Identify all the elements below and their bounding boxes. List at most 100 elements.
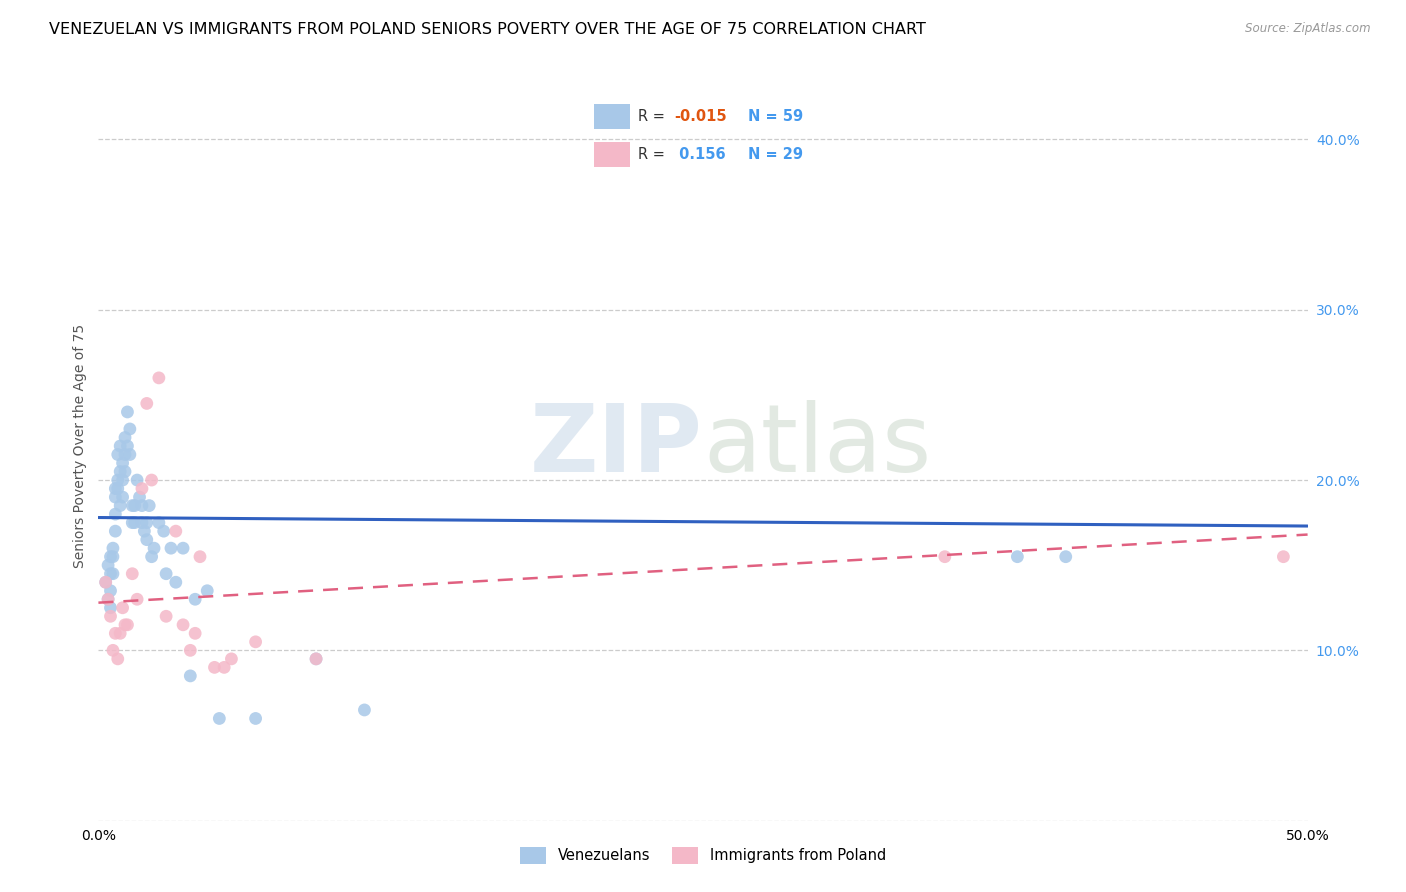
Point	[107, 482, 129, 496]
Point	[172, 541, 194, 556]
Point	[121, 499, 143, 513]
Point	[195, 583, 218, 598]
Point	[155, 609, 177, 624]
Point	[179, 669, 201, 683]
Point	[100, 549, 122, 564]
Text: 0.156: 0.156	[673, 147, 725, 162]
Y-axis label: Seniors Poverty Over the Age of 75: Seniors Poverty Over the Age of 75	[73, 324, 87, 568]
Point	[141, 549, 163, 564]
Point	[108, 499, 131, 513]
Point	[128, 490, 150, 504]
Point	[118, 422, 141, 436]
Point	[135, 396, 157, 410]
Point	[101, 566, 124, 581]
Point	[100, 609, 122, 624]
Point	[135, 533, 157, 547]
Point	[184, 626, 207, 640]
Point	[1054, 549, 1077, 564]
Point	[94, 575, 117, 590]
Point	[100, 600, 122, 615]
Point	[127, 473, 149, 487]
Point	[148, 371, 170, 385]
Point	[934, 549, 956, 564]
Point	[172, 617, 194, 632]
Point	[155, 566, 177, 581]
Point	[111, 600, 134, 615]
Point	[1272, 549, 1295, 564]
Point	[165, 524, 187, 538]
Point	[121, 566, 143, 581]
Point	[108, 439, 131, 453]
Bar	[595, 103, 630, 129]
Point	[117, 439, 139, 453]
Point	[305, 652, 328, 666]
Text: N = 59: N = 59	[748, 109, 803, 124]
Point	[135, 516, 157, 530]
Text: Source: ZipAtlas.com: Source: ZipAtlas.com	[1246, 22, 1371, 36]
Text: R =: R =	[638, 109, 669, 124]
Point	[104, 626, 127, 640]
Point	[107, 473, 129, 487]
Point	[143, 541, 166, 556]
Point	[138, 499, 160, 513]
Point	[152, 524, 174, 538]
Point	[134, 524, 156, 538]
Point	[305, 652, 328, 666]
Point	[124, 499, 146, 513]
Point	[148, 516, 170, 530]
Legend: Venezuelans, Immigrants from Poland: Venezuelans, Immigrants from Poland	[515, 841, 891, 870]
Text: N = 29: N = 29	[748, 147, 803, 162]
Point	[114, 430, 136, 444]
Point	[131, 516, 153, 530]
Point	[94, 575, 117, 590]
Point	[124, 516, 146, 530]
Point	[104, 524, 127, 538]
Point	[107, 652, 129, 666]
Point	[111, 456, 134, 470]
Bar	[595, 142, 630, 168]
Point	[97, 592, 120, 607]
Point	[131, 499, 153, 513]
Point	[118, 448, 141, 462]
Point	[107, 448, 129, 462]
Point	[160, 541, 183, 556]
Point	[1007, 549, 1029, 564]
Point	[97, 558, 120, 573]
Point	[101, 549, 124, 564]
Point	[117, 405, 139, 419]
Point	[114, 448, 136, 462]
Point	[353, 703, 375, 717]
Point	[117, 617, 139, 632]
Point	[104, 490, 127, 504]
Point	[212, 660, 235, 674]
Point	[208, 711, 231, 725]
Text: ZIP: ZIP	[530, 400, 703, 492]
Point	[108, 465, 131, 479]
Text: R =: R =	[638, 147, 669, 162]
Text: VENEZUELAN VS IMMIGRANTS FROM POLAND SENIORS POVERTY OVER THE AGE OF 75 CORRELAT: VENEZUELAN VS IMMIGRANTS FROM POLAND SEN…	[49, 22, 927, 37]
Point	[100, 583, 122, 598]
Point	[101, 643, 124, 657]
Point	[111, 473, 134, 487]
Point	[104, 507, 127, 521]
Point	[97, 592, 120, 607]
Point	[179, 643, 201, 657]
Point	[141, 473, 163, 487]
Point	[204, 660, 226, 674]
Point	[221, 652, 243, 666]
Point	[245, 635, 267, 649]
Point	[114, 465, 136, 479]
Text: atlas: atlas	[703, 400, 931, 492]
Point	[114, 617, 136, 632]
Point	[131, 482, 153, 496]
Point	[101, 541, 124, 556]
Point	[127, 592, 149, 607]
Point	[104, 482, 127, 496]
Point	[108, 626, 131, 640]
Point	[111, 490, 134, 504]
Point	[188, 549, 211, 564]
Point	[100, 566, 122, 581]
Point	[184, 592, 207, 607]
Point	[165, 575, 187, 590]
Point	[121, 516, 143, 530]
